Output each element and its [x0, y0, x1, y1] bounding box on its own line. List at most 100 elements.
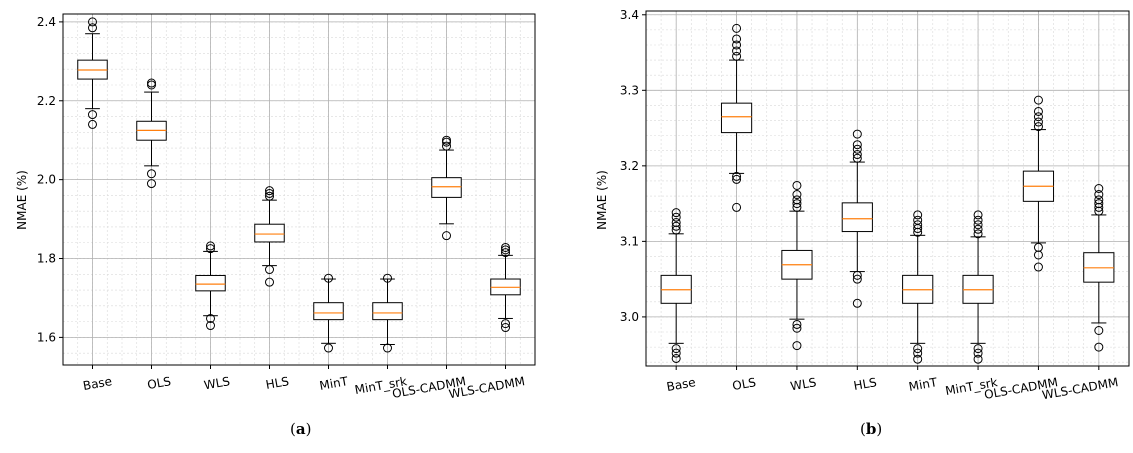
outlier-point: [671, 344, 681, 354]
box-ols: [720, 23, 753, 212]
outlier-point: [732, 34, 742, 44]
x-tick-label: HLS: [265, 374, 290, 392]
box-wls: [195, 241, 226, 331]
outlier-point: [973, 348, 983, 358]
y-tick-label: 2.2: [37, 94, 56, 108]
box-ols-cadmm: [1022, 95, 1055, 272]
outlier-point: [1033, 95, 1043, 105]
box-body: [195, 274, 226, 292]
outlier-point: [973, 224, 983, 234]
outlier-point: [732, 171, 742, 181]
outlier-point: [671, 217, 681, 227]
outlier-point: [206, 244, 215, 254]
x-tick-label: MinT: [318, 374, 349, 393]
caption-a-letter: a: [295, 420, 306, 438]
outlier-point: [792, 323, 802, 333]
outlier-point: [973, 229, 983, 239]
outlier-point: [792, 195, 802, 205]
outlier-point: [1033, 117, 1043, 127]
y-axis-label-b: NMAE (%): [595, 170, 609, 230]
outlier-point: [913, 354, 923, 364]
outlier-point: [732, 23, 742, 33]
outlier-point: [1094, 190, 1104, 200]
axes-frame: [645, 10, 1130, 367]
outlier-point: [973, 344, 983, 354]
axes-frame: [62, 13, 536, 366]
outlier-point: [732, 46, 742, 56]
outlier-point: [852, 298, 862, 308]
box-body: [313, 302, 344, 321]
box-mint_srk: [962, 210, 994, 364]
grid: [645, 11, 1130, 366]
outlier-point: [147, 78, 156, 88]
outlier-point: [732, 174, 742, 184]
x-tick-label: Base: [82, 374, 113, 393]
outlier-point: [1094, 199, 1104, 209]
y-tick-label: 3.2: [620, 159, 639, 173]
outlier-point: [88, 23, 97, 33]
box-body: [431, 177, 462, 198]
box-ols: [136, 78, 167, 189]
outlier-point: [792, 341, 802, 351]
outlier-point: [88, 17, 97, 27]
y-axis-label-a: NMAE (%): [15, 170, 29, 230]
outlier-point: [324, 343, 333, 353]
outlier-point: [501, 245, 510, 255]
outlier-point: [442, 231, 451, 241]
outlier-point: [671, 353, 681, 363]
outlier-point: [1094, 342, 1104, 352]
caption-b-open: (: [860, 420, 866, 438]
outlier-point: [501, 319, 510, 329]
box-body: [720, 102, 753, 134]
outlier-point: [442, 135, 451, 145]
outlier-point: [265, 277, 274, 287]
outlier-point: [852, 129, 862, 139]
outlier-point: [1033, 122, 1043, 132]
y-tick-label: 3.1: [620, 234, 639, 248]
x-tick-label: HLS: [852, 375, 877, 393]
outlier-point: [383, 273, 392, 283]
outlier-point: [265, 186, 274, 196]
y-tick-label: 2.0: [37, 173, 56, 187]
box-wls-cadmm: [1083, 184, 1115, 352]
y-tick-label: 1.6: [37, 330, 56, 344]
box-mint_srk: [372, 273, 403, 353]
x-tick-label: WLS: [789, 375, 817, 393]
box-base: [77, 17, 108, 129]
outlier-point: [852, 150, 862, 160]
y-tick-label: 3.0: [620, 310, 639, 324]
x-tick-label: Base: [665, 375, 696, 394]
outlier-point: [501, 242, 510, 252]
y-tick-label: 1.8: [37, 252, 56, 266]
outlier-point: [792, 190, 802, 200]
outlier-point: [852, 144, 862, 154]
outlier-point: [88, 110, 97, 120]
outlier-point: [265, 188, 274, 198]
caption-b-close: ): [876, 420, 883, 438]
outlier-point: [1033, 242, 1043, 252]
outlier-point: [1094, 195, 1104, 205]
x-tick-label: MinT: [908, 375, 939, 394]
outlier-point: [442, 141, 451, 151]
outlier-point: [206, 241, 215, 251]
box-wls: [781, 180, 813, 351]
outlier-point: [383, 343, 392, 353]
outlier-point: [913, 348, 923, 358]
outlier-point: [206, 321, 215, 331]
caption-a: (a): [290, 420, 311, 438]
outlier-point: [732, 51, 742, 61]
outlier-point: [973, 220, 983, 230]
outlier-point: [852, 140, 862, 150]
outlier-point: [732, 40, 742, 50]
outlier-point: [147, 179, 156, 189]
outlier-point: [671, 221, 681, 231]
x-tick-label: WLS: [203, 374, 231, 392]
outlier-point: [973, 210, 983, 220]
caption-b-letter: b: [865, 420, 877, 438]
caption-b: (b): [860, 420, 882, 438]
box-base: [660, 208, 692, 363]
outlier-point: [324, 273, 333, 283]
outlier-point: [913, 215, 923, 225]
outlier-point: [1033, 112, 1043, 122]
